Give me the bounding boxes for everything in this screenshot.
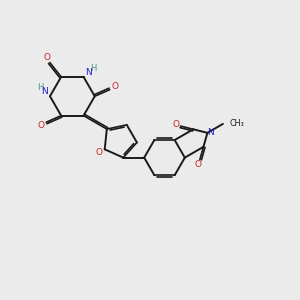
Text: O: O	[111, 82, 118, 91]
Text: O: O	[96, 148, 103, 157]
Text: O: O	[44, 53, 51, 62]
Text: H: H	[37, 83, 44, 92]
Text: O: O	[38, 121, 45, 130]
Text: CH₃: CH₃	[230, 119, 244, 128]
Text: O: O	[195, 160, 202, 169]
Text: O: O	[172, 120, 179, 129]
Text: H: H	[90, 64, 96, 73]
Text: N: N	[85, 68, 92, 77]
Text: N: N	[207, 128, 214, 137]
Text: N: N	[41, 87, 48, 96]
